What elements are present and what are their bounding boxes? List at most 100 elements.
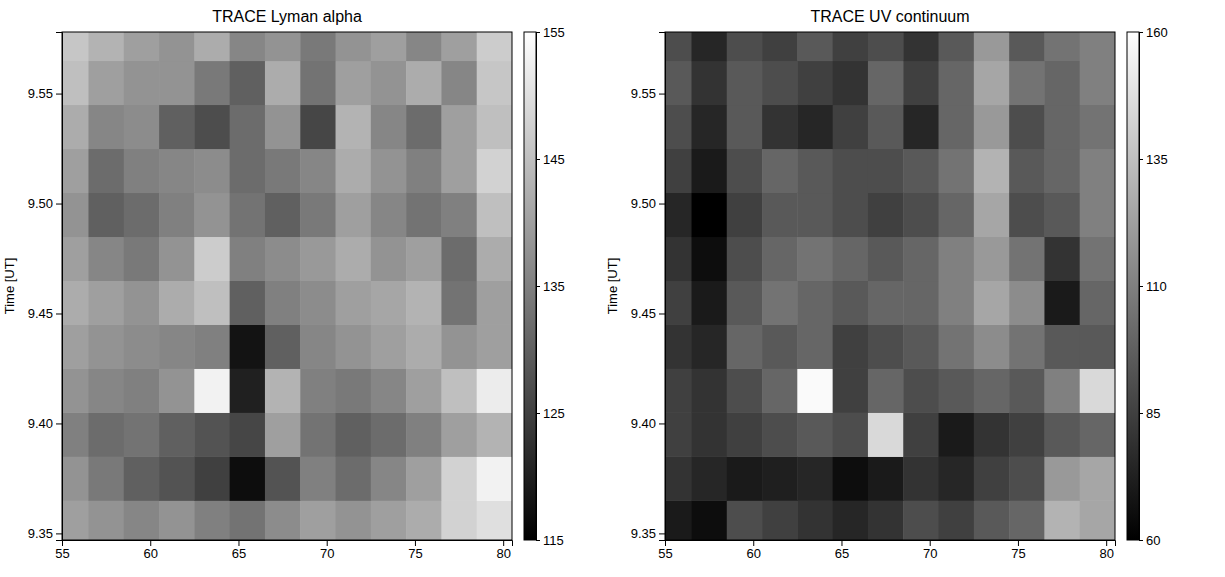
cell	[868, 500, 904, 540]
cell	[371, 32, 407, 61]
cell	[833, 281, 869, 325]
cell	[124, 500, 160, 540]
cell	[797, 149, 833, 193]
cell	[159, 412, 195, 456]
cell	[797, 368, 833, 412]
y-axis: 9.359.409.459.509.55	[28, 33, 63, 542]
cell	[265, 368, 301, 412]
x-tick-label: 60	[747, 546, 761, 561]
cell	[762, 368, 798, 412]
cell	[974, 61, 1010, 105]
cell	[1009, 237, 1045, 281]
cell	[903, 237, 939, 281]
cell	[406, 281, 442, 325]
cell	[194, 193, 230, 237]
cell	[1009, 149, 1045, 193]
cell	[868, 149, 904, 193]
cell	[477, 412, 512, 456]
cell	[665, 281, 692, 325]
colorbar-tick-label: 160	[1146, 25, 1168, 40]
x-tick-label: 70	[923, 546, 937, 561]
cell	[903, 105, 939, 149]
x-tick: 70	[320, 540, 334, 561]
cell	[665, 456, 692, 500]
colorbar-axis: 115125135145155	[536, 25, 565, 548]
cell	[336, 456, 372, 500]
cell	[665, 324, 692, 368]
y-tick-label: 9.40	[28, 416, 53, 431]
cell	[159, 456, 195, 500]
cell	[727, 281, 763, 325]
cell	[974, 500, 1010, 540]
cell	[691, 281, 727, 325]
cell	[939, 237, 975, 281]
cell	[477, 324, 512, 368]
cell	[833, 193, 869, 237]
colorbar-tick-mark	[536, 413, 540, 414]
x-tick-mark	[753, 540, 754, 546]
cell	[441, 412, 477, 456]
cell	[194, 105, 230, 149]
colorbar-tick-label: 60	[1146, 533, 1160, 548]
cell	[88, 368, 124, 412]
x-tick: 70	[923, 540, 937, 561]
colorbar-axis-line	[537, 33, 541, 541]
cell	[124, 149, 160, 193]
colorbar-tick: 155	[536, 25, 565, 40]
y-axis-line	[659, 33, 666, 541]
colorbar-tick-mark	[1139, 159, 1143, 160]
y-tick: 9.50	[28, 196, 62, 211]
cell	[797, 500, 833, 540]
y-tick-label: 9.50	[631, 196, 656, 211]
cell	[797, 281, 833, 325]
cell	[300, 324, 336, 368]
cell	[62, 32, 89, 61]
cell	[265, 500, 301, 540]
cell	[194, 368, 230, 412]
cell	[265, 61, 301, 105]
cell	[727, 456, 763, 500]
cell	[406, 324, 442, 368]
colorbar-axis-line	[1140, 33, 1144, 541]
y-tick: 9.55	[631, 86, 665, 101]
y-tick-mark	[56, 313, 62, 314]
cell	[797, 412, 833, 456]
title: TRACE Lyman alpha	[212, 8, 362, 25]
y-tick: 9.45	[631, 306, 665, 321]
cell	[265, 456, 301, 500]
cell	[762, 412, 798, 456]
cell	[727, 237, 763, 281]
colorbar-tick-mark	[1139, 413, 1143, 414]
cell	[762, 237, 798, 281]
cell	[159, 193, 195, 237]
cell	[88, 456, 124, 500]
cell	[1080, 237, 1115, 281]
cell	[833, 500, 869, 540]
cell	[762, 281, 798, 325]
cell	[194, 412, 230, 456]
cell	[300, 456, 336, 500]
cell	[833, 61, 869, 105]
y-tick-label: 9.45	[631, 306, 656, 321]
cell	[159, 32, 195, 61]
cell	[62, 324, 89, 368]
y-tick-mark	[56, 204, 62, 205]
cell	[88, 193, 124, 237]
cell	[265, 324, 301, 368]
y-tick: 9.55	[28, 86, 62, 101]
colorbar-tick-mark	[1139, 540, 1143, 541]
cell	[230, 149, 266, 193]
cell	[336, 324, 372, 368]
cell	[1044, 456, 1080, 500]
x-tick: 60	[144, 540, 158, 561]
cell	[159, 324, 195, 368]
cell	[265, 149, 301, 193]
cell	[727, 193, 763, 237]
cell	[62, 149, 89, 193]
y-tick: 9.40	[28, 416, 62, 431]
cell	[833, 412, 869, 456]
cell	[665, 105, 692, 149]
cell	[406, 32, 442, 61]
cell	[762, 61, 798, 105]
cell	[797, 456, 833, 500]
